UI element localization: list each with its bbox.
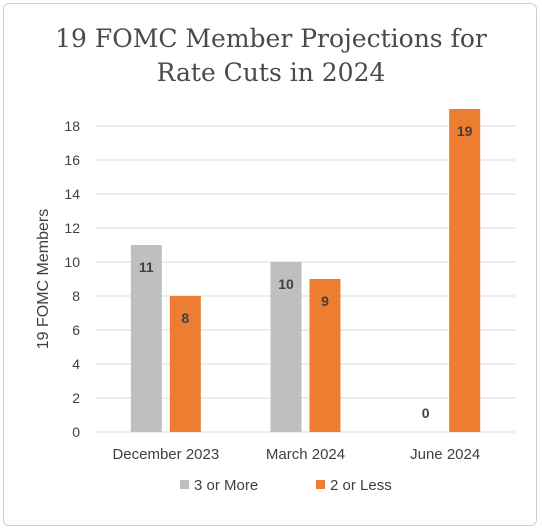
bar: [309, 279, 341, 432]
y-tick-label: 4: [72, 356, 80, 372]
x-tick-label: March 2024: [266, 446, 345, 463]
data-label: 19: [457, 123, 473, 139]
bar: [169, 296, 201, 432]
y-tick-label: 6: [72, 322, 80, 338]
chart-title-line-2: Rate Cuts in 2024: [156, 58, 386, 87]
legend-swatch: [316, 480, 325, 489]
data-label: 0: [422, 405, 430, 421]
bar: [130, 245, 162, 432]
chart-frame: [3, 3, 537, 526]
y-tick-label: 8: [72, 288, 80, 304]
y-tick-label: 14: [64, 186, 80, 202]
y-tick-label: 2: [72, 390, 80, 406]
y-axis-label: 19 FOMC Members: [35, 209, 52, 349]
data-label: 9: [321, 293, 329, 309]
legend-label: 3 or More: [194, 477, 258, 494]
bar: [270, 262, 302, 432]
y-tick-label: 18: [64, 118, 80, 134]
x-tick-label: December 2023: [112, 446, 219, 463]
bar: [449, 109, 481, 432]
chart-title-line-1: 19 FOMC Member Projections for: [55, 24, 487, 53]
y-tick-label: 12: [64, 220, 80, 236]
data-label: 10: [278, 276, 294, 292]
y-tick-label: 16: [64, 152, 80, 168]
x-tick-label: June 2024: [410, 446, 480, 463]
data-label: 11: [139, 259, 154, 275]
data-label: 8: [181, 310, 189, 326]
y-tick-label: 0: [72, 424, 80, 440]
legend-label: 2 or Less: [330, 477, 392, 494]
y-tick-label: 10: [64, 254, 80, 270]
legend-swatch: [180, 480, 189, 489]
